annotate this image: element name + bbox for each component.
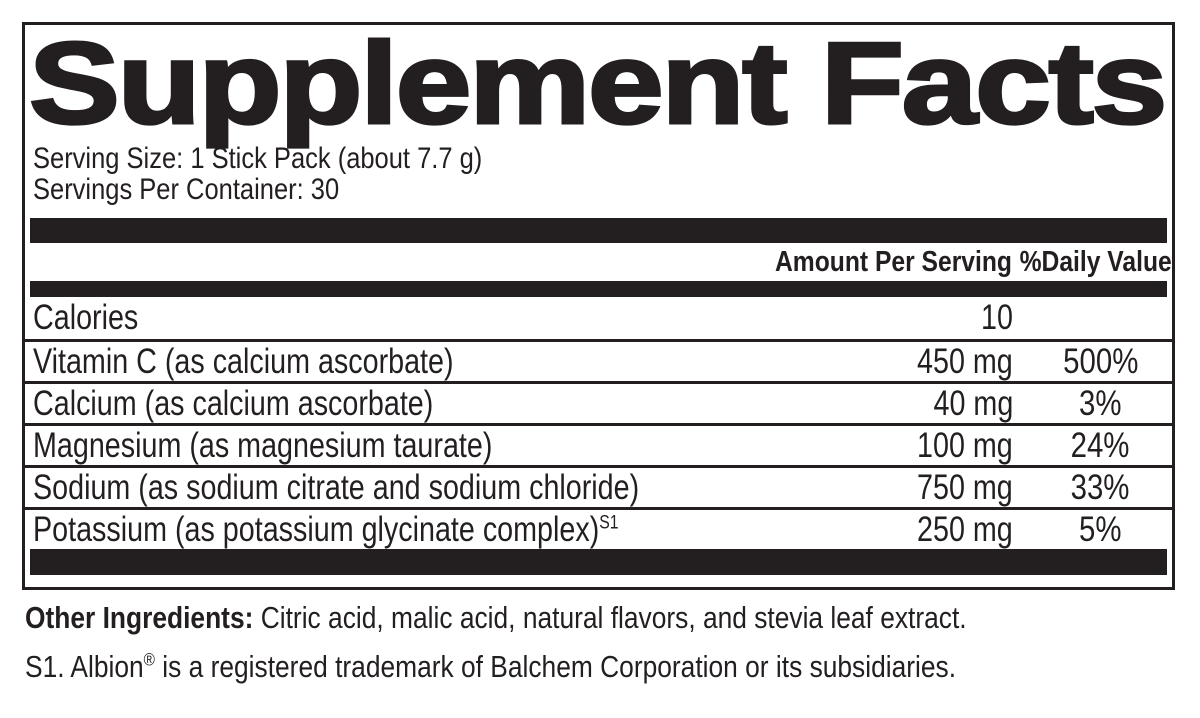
serving-size-line: Serving Size: 1 Stick Pack (about 7.7 g) xyxy=(33,143,1167,174)
servings-per-container-text: Servings Per Container: 30 xyxy=(33,173,340,206)
serving-info: Serving Size: 1 Stick Pack (about 7.7 g)… xyxy=(33,143,1167,205)
table-row-sodium: Sodium (as sodium citrate and sodium chl… xyxy=(25,465,1172,507)
divider-bar-medium xyxy=(30,281,1167,297)
serving-size-text: Serving Size: 1 Stick Pack (about 7.7 g) xyxy=(33,142,483,175)
nutrient-amount: 450 mg xyxy=(917,341,1013,381)
other-ingredients-text: Citric acid, malic acid, natural flavors… xyxy=(253,600,967,635)
nutrient-name: Calcium (as calcium ascorbate) xyxy=(33,383,434,423)
nutrient-amount: 750 mg xyxy=(917,467,1013,507)
table-row-calcium: Calcium (as calcium ascorbate) 40 mg 3% xyxy=(25,381,1172,423)
nutrient-daily-value: 500% xyxy=(1062,341,1139,381)
table-row-calories: Calories 10 xyxy=(25,297,1172,339)
nutrient-name: Potassium (as potassium glycinate comple… xyxy=(33,509,600,549)
nutrient-name: Sodium (as sodium citrate and sodium chl… xyxy=(33,467,640,507)
nutrient-name: Calories xyxy=(33,298,139,337)
nutrient-daily-value: 5% xyxy=(1079,509,1122,549)
nutrient-amount: 10 xyxy=(981,298,1013,337)
footnote-suffix: is a registered trademark of Balchem Cor… xyxy=(154,649,957,684)
nutrient-daily-value: 24% xyxy=(1071,425,1130,465)
servings-per-container-line: Servings Per Container: 30 xyxy=(33,174,1167,205)
table-row-vitamin-c: Vitamin C (as calcium ascorbate) 450 mg … xyxy=(25,339,1172,381)
panel-title-graphic: Supplement Facts xyxy=(28,17,1169,150)
footnote-marker: S1 xyxy=(599,511,619,533)
nutrient-name: Vitamin C (as calcium ascorbate) xyxy=(33,341,454,381)
nutrient-daily-value: 3% xyxy=(1079,383,1122,423)
nutrient-name: Magnesium (as magnesium taurate) xyxy=(33,425,493,465)
divider-bar-thick-top xyxy=(30,218,1167,243)
column-header-daily-value: %Daily Value xyxy=(1019,246,1172,278)
divider-bar-thick-bottom xyxy=(30,549,1167,575)
nutrient-amount: 250 mg xyxy=(917,509,1013,549)
registered-trademark-symbol: ® xyxy=(143,649,155,670)
column-header-row: Amount Per Serving %Daily Value xyxy=(33,243,1172,281)
other-ingredients-line: Other Ingredients: Citric acid, malic ac… xyxy=(25,600,1133,636)
nutrient-daily-value: 33% xyxy=(1071,467,1130,507)
table-row-magnesium: Magnesium (as magnesium taurate) 100 mg … xyxy=(25,423,1172,465)
column-header-amount: Amount Per Serving xyxy=(775,246,1013,278)
supplement-facts-panel: Supplement Facts Serving Size: 1 Stick P… xyxy=(22,17,1175,590)
other-ingredients-label: Other Ingredients: xyxy=(25,600,254,635)
panel-title: Supplement Facts xyxy=(29,18,1165,148)
footnote-prefix: S1. Albion xyxy=(25,649,144,684)
nutrient-amount: 100 mg xyxy=(917,425,1013,465)
table-row-potassium: Potassium (as potassium glycinate comple… xyxy=(25,507,1172,549)
nutrient-amount: 40 mg xyxy=(933,383,1013,423)
nutrient-table: Calories 10 Vitamin C (as calcium ascorb… xyxy=(25,297,1172,549)
trademark-footnote-line: S1. Albion® is a registered trademark of… xyxy=(25,649,1120,685)
